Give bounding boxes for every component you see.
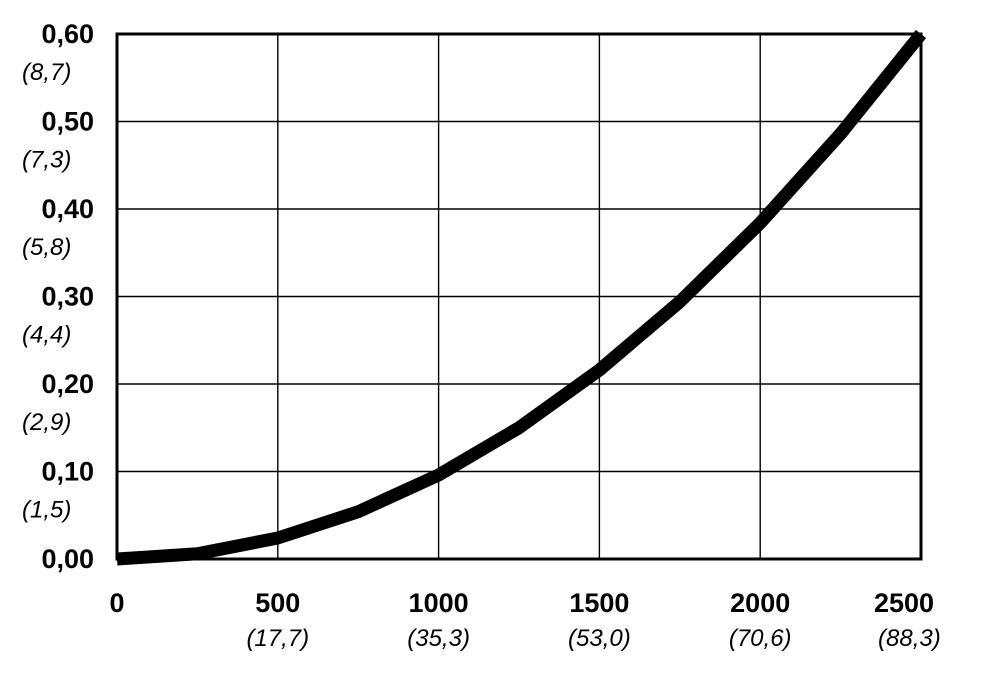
x-tick-label: 2000 [730, 588, 790, 618]
x-tick-sublabel: (70,6) [729, 625, 792, 652]
y-tick-sublabel: (4,4) [22, 322, 71, 349]
y-tick-label: 0,60 [41, 19, 94, 49]
y-tick-sublabel: (1,5) [22, 497, 71, 524]
y-tick-label: 0,20 [41, 369, 94, 399]
y-tick-label: 0,00 [41, 544, 94, 574]
x-tick-label: 500 [255, 588, 300, 618]
x-tick-sublabel: (35,3) [407, 625, 470, 652]
x-axis-ticks: 0 500 (17,7) 1000 (35,3) 1500 (53,0) 2000 (70,6)… [109, 588, 940, 652]
x-tick-label: 2500 [874, 588, 934, 618]
x-tick-sublabel: (17,7) [246, 625, 309, 652]
y-tick-label: 0,30 [41, 282, 94, 312]
y-tick-sublabel: (7,3) [22, 147, 71, 174]
grid-lines [116, 33, 922, 560]
x-tick-label: 0 [109, 588, 124, 618]
y-tick-label: 0,50 [41, 107, 94, 137]
y-tick-sublabel: (2,9) [22, 409, 71, 436]
x-tick-sublabel: (88,3) [878, 625, 941, 652]
y-axis-ticks: 0,00 0,10 (1,5) 0,20 (2,9) 0,30 (4,4) 0,40 (5,8)… [22, 19, 94, 574]
x-tick-label: 1500 [569, 588, 629, 618]
x-tick-sublabel: (53,0) [568, 625, 631, 652]
y-tick-label: 0,40 [41, 194, 94, 224]
y-tick-sublabel: (5,8) [22, 234, 71, 261]
x-tick-label: 1000 [409, 588, 469, 618]
y-tick-sublabel: (8,7) [22, 59, 71, 86]
plot-area-frame [115, 32, 923, 561]
series-line-0 [116, 29, 927, 566]
series-layer [116, 29, 927, 566]
y-tick-label: 0,10 [41, 457, 94, 487]
